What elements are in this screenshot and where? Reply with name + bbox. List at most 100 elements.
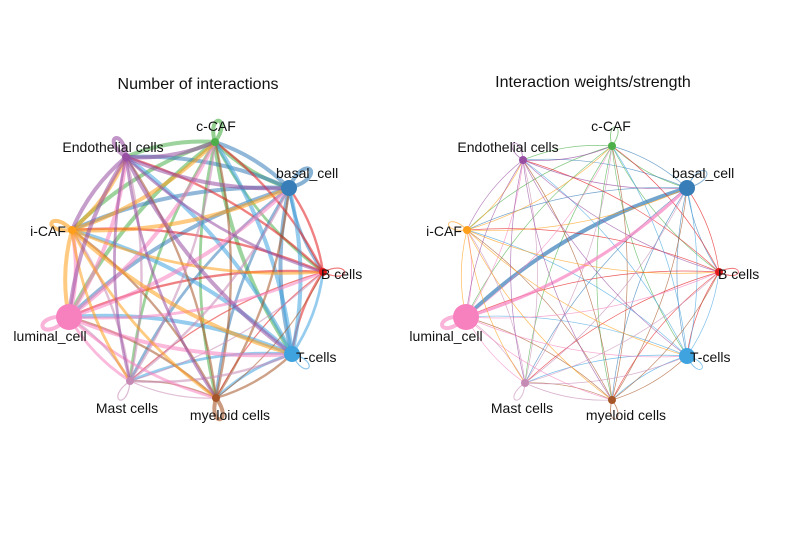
node-i-caf	[68, 226, 76, 234]
self-loop-c-caf	[610, 126, 619, 147]
edge-i-caf-to-basal-cell	[70, 186, 291, 233]
self-loop-i-caf	[448, 221, 468, 231]
node-luminal-cell	[453, 304, 479, 330]
edge-t-cells-to-b-cells	[290, 270, 325, 356]
edge-basal-cell-to-c-caf	[213, 140, 291, 190]
edge-t-cells-to-c-caf	[611, 145, 688, 357]
edge-i-caf-to-mast-cells	[70, 228, 132, 383]
edge-i-caf-to-myeloid-cells	[466, 229, 613, 401]
node-label-i-caf: i-CAF	[30, 223, 66, 239]
edge-t-cells-to-b-cells	[686, 271, 720, 357]
self-loop-mast-cells	[513, 382, 526, 401]
edge-c-caf-to-luminal-cell	[465, 145, 613, 318]
node-myeloid-cells	[212, 394, 220, 402]
node-b-cells	[715, 268, 723, 276]
edge-c-caf-to-basal-cell	[611, 145, 688, 189]
edge-c-caf-to-endothelial-cells	[522, 145, 613, 161]
edge-mast-cells-to-t-cells	[524, 355, 688, 385]
edge-luminal-cell-to-myeloid-cells	[67, 315, 218, 400]
node-label-myeloid-cells: myeloid cells	[190, 407, 270, 423]
node-layer	[56, 138, 327, 402]
edge-myeloid-cells-to-b-cells	[611, 271, 720, 401]
self-loop-b-cells	[718, 267, 739, 277]
panel-title: Interaction weights/strength	[495, 74, 691, 91]
self-loop-endothelial-cells	[511, 142, 524, 161]
node-label-luminal-cell: luminal_cell	[13, 328, 86, 344]
edge-endothelial-cells-to-t-cells	[124, 155, 294, 356]
edge-endothelial-cells-to-i-caf	[466, 159, 524, 231]
node-layer	[453, 142, 723, 404]
edge-basal-cell-to-c-caf	[611, 145, 688, 189]
edge-i-caf-to-luminal-cell	[460, 229, 468, 318]
label-layer: c-CAF basal_cell B cells T-cells myeloid cel…	[409, 118, 759, 423]
edge-endothelial-cells-to-luminal-cell	[465, 159, 524, 318]
panel-number-of-interactions: Number of interactions c-CAF basal_cell B …	[13, 76, 362, 423]
edge-luminal-cell-to-b-cells	[465, 271, 720, 319]
edge-myeloid-cells-to-t-cells	[611, 355, 688, 401]
edge-basal-cell-to-t-cells	[676, 187, 688, 357]
edge-luminal-cell-to-basal-cell	[464, 186, 689, 319]
edge-t-cells-to-c-caf	[213, 140, 294, 356]
edge-i-caf-to-mast-cells	[466, 229, 526, 384]
edge-luminal-cell-to-myeloid-cells	[465, 316, 613, 401]
self-loop-basal-cell	[287, 166, 313, 190]
edge-t-cells-to-mast-cells	[524, 354, 688, 384]
edge-luminal-cell-to-t-cells	[465, 316, 688, 358]
edge-i-caf-to-b-cells	[466, 229, 720, 274]
node-label-t-cells: T-cells	[690, 349, 730, 365]
node-c-caf	[211, 138, 219, 146]
node-label-b-cells: B cells	[321, 266, 362, 282]
edge-endothelial-cells-to-c-caf	[522, 145, 613, 161]
self-loop-i-caf	[49, 218, 74, 233]
node-mast-cells	[126, 377, 134, 385]
edge-mast-cells-to-endothelial-cells	[124, 155, 143, 383]
edge-i-caf-to-endothelial-cells	[466, 159, 524, 231]
edge-myeloid-cells-to-mast-cells	[524, 382, 613, 401]
edge-endothelial-cells-to-mast-cells	[113, 155, 132, 383]
edge-mast-cells-to-myeloid-cells	[129, 380, 217, 399]
self-loop-endothelial-cells	[111, 136, 128, 159]
edge-c-caf-to-i-caf	[466, 145, 613, 231]
self-loop-b-cells	[322, 267, 346, 277]
node-myeloid-cells	[608, 396, 616, 404]
edge-myeloid-cells-to-i-caf	[466, 229, 613, 401]
edge-myeloid-cells-to-endothelial-cells	[522, 159, 613, 401]
node-label-c-caf: c-CAF	[591, 118, 631, 134]
node-label-endothelial-cells: Endothelial cells	[62, 139, 163, 155]
node-label-b-cells: B cells	[718, 266, 759, 282]
self-loop-myeloid-cells	[212, 396, 225, 422]
edge-endothelial-cells-to-c-caf	[124, 140, 217, 160]
node-label-basal-cell: basal_cell	[672, 165, 734, 181]
node-b-cells	[319, 268, 327, 276]
node-label-i-caf: i-CAF	[426, 223, 462, 239]
edge-basal-cell-to-i-caf	[466, 187, 688, 231]
node-label-luminal-cell: luminal_cell	[409, 328, 482, 344]
edge-luminal-cell-to-c-caf	[465, 145, 613, 318]
edge-mast-cells-to-b-cells	[129, 271, 324, 382]
edge-endothelial-cells-to-mast-cells	[510, 159, 526, 384]
edge-basal-cell-to-luminal-cell	[464, 186, 689, 319]
edge-endothelial-cells-to-basal-cell	[522, 159, 688, 190]
self-loop-mast-cells	[117, 380, 131, 401]
edge-t-cells-to-basal-cell	[686, 187, 698, 357]
edge-endothelial-cells-to-myeloid-cells	[124, 155, 218, 400]
edge-mast-cells-to-myeloid-cells	[524, 382, 613, 401]
edge-i-caf-to-t-cells	[70, 228, 294, 356]
edge-b-cells-to-mast-cells	[129, 271, 324, 382]
edge-layer	[63, 139, 325, 400]
edge-b-cells-to-luminal-cell	[465, 270, 720, 318]
node-label-basal-cell: basal_cell	[276, 165, 338, 181]
edge-mast-cells-to-endothelial-cells	[522, 159, 538, 384]
edge-t-cells-to-luminal-cell	[465, 315, 688, 357]
edge-endothelial-cells-to-luminal-cell	[67, 155, 128, 319]
panel-title: Number of interactions	[118, 76, 279, 93]
edge-b-cells-to-mast-cells	[524, 271, 720, 384]
node-basal-cell	[281, 180, 297, 196]
edge-mast-cells-to-t-cells	[128, 352, 294, 384]
node-label-myeloid-cells: myeloid cells	[586, 407, 666, 423]
label-layer: c-CAF basal_cell B cells T-cells myeloid cel…	[13, 118, 362, 423]
edge-i-caf-to-b-cells	[70, 228, 325, 275]
edge-luminal-cell-to-c-caf	[67, 140, 217, 319]
edge-t-cells-to-myeloid-cells	[611, 355, 688, 401]
edge-b-cells-to-t-cells	[686, 271, 720, 357]
